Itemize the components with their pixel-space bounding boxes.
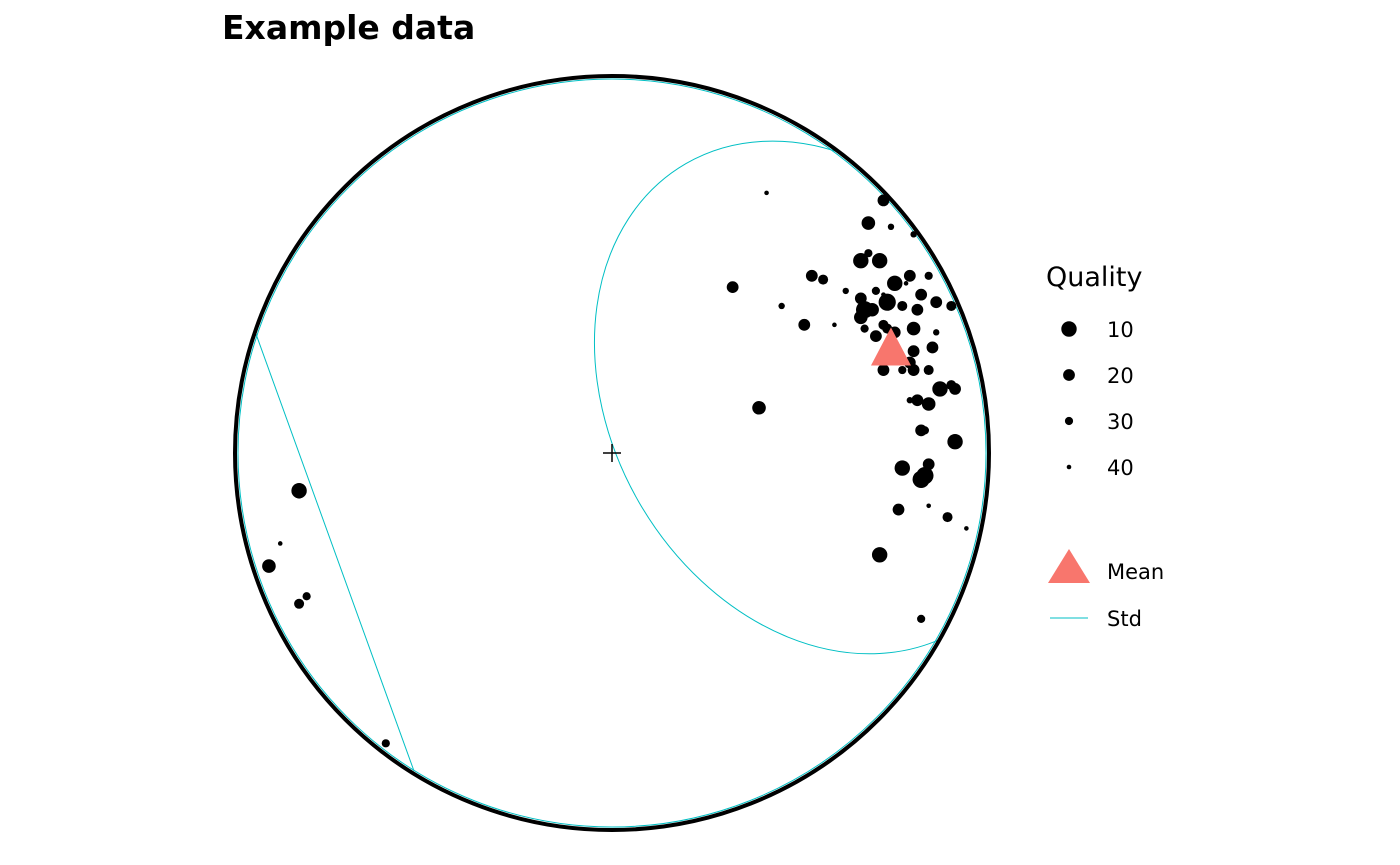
legend-title: Quality <box>1046 262 1143 293</box>
data-point <box>860 324 869 333</box>
data-point <box>871 547 888 563</box>
data-point <box>923 365 934 376</box>
data-point <box>877 194 890 207</box>
std-cone-antipode <box>251 322 415 772</box>
data-point <box>946 380 957 391</box>
data-point <box>921 397 936 411</box>
data-point <box>903 281 909 286</box>
data-point <box>864 249 873 258</box>
data-point <box>915 288 928 301</box>
data-point <box>871 286 881 295</box>
data-point <box>932 381 948 397</box>
data-point <box>854 310 868 325</box>
data-point <box>915 424 928 437</box>
legend-layer-label: Mean <box>1107 560 1164 584</box>
data-point <box>277 541 283 546</box>
data-point <box>842 287 849 295</box>
data-point <box>262 559 276 573</box>
data-point <box>294 490 304 499</box>
data-point <box>302 592 311 601</box>
legend-layer-label: Std <box>1107 607 1142 631</box>
data-point <box>887 223 895 230</box>
legend-size-label: 40 <box>1107 456 1134 480</box>
legend-size-key <box>1064 416 1074 426</box>
data-point <box>910 231 917 238</box>
legend-size-key <box>1066 464 1072 470</box>
mean-marker <box>870 327 911 366</box>
data-point <box>916 467 934 485</box>
data-point <box>942 512 953 523</box>
data-point <box>853 253 869 269</box>
data-point <box>906 321 921 336</box>
data-point <box>892 503 905 516</box>
data-point <box>805 269 818 282</box>
data-point <box>861 216 876 230</box>
data-point <box>897 300 908 311</box>
legend-size-label: 10 <box>1107 318 1134 342</box>
data-point <box>877 364 890 376</box>
data-point <box>894 460 910 476</box>
chart-title: Example data <box>222 8 476 47</box>
data-point <box>926 341 939 354</box>
data-point <box>294 598 305 609</box>
std-cone-rim <box>237 78 987 828</box>
data-point <box>947 433 963 450</box>
data-point <box>946 300 957 311</box>
legend-size-key <box>1063 369 1075 381</box>
data-point <box>887 275 903 292</box>
data-point <box>917 614 926 623</box>
legend-size-label: 30 <box>1107 410 1134 434</box>
legend-size-label: 20 <box>1107 364 1134 388</box>
data-point <box>933 329 940 336</box>
data-point <box>930 296 943 309</box>
data-point <box>911 303 924 316</box>
data-point <box>911 394 924 407</box>
data-point <box>870 330 882 343</box>
data-point <box>798 318 811 331</box>
data-point <box>898 365 907 375</box>
stereonet-outline <box>233 74 991 832</box>
center-cross <box>603 444 621 462</box>
data-point <box>907 364 920 376</box>
data-point <box>903 269 916 282</box>
legend-size-key <box>1061 321 1077 337</box>
data-point <box>764 190 769 196</box>
data-point <box>878 293 896 311</box>
data-point <box>926 503 931 509</box>
data-point <box>726 281 739 294</box>
legend-mean-key <box>1048 549 1090 583</box>
data-point <box>818 274 829 285</box>
data-point <box>964 526 969 531</box>
data-point <box>752 400 766 415</box>
data-point <box>907 345 920 358</box>
std-cone <box>593 140 989 655</box>
data-point <box>871 253 888 269</box>
data-point <box>381 739 390 748</box>
data-point <box>924 271 933 280</box>
data-point <box>906 397 914 404</box>
data-point <box>865 302 879 317</box>
data-point <box>832 322 837 328</box>
data-point <box>778 302 785 310</box>
